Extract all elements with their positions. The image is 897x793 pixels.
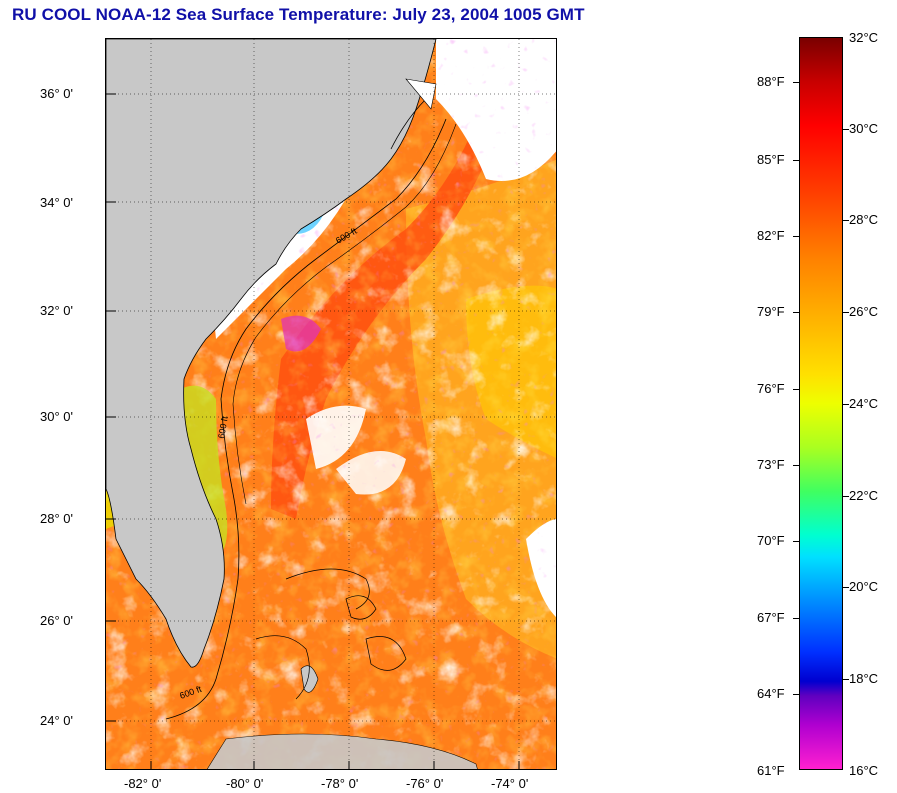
latitude-label: 36° 0' (40, 86, 73, 101)
colorbar-tick (793, 389, 799, 390)
colorbar-tick (843, 404, 849, 405)
longitude-label: -82° 0' (124, 776, 162, 791)
latitude-label: 26° 0' (40, 613, 73, 628)
isobath-label: 600 ft (216, 415, 230, 439)
coastal-cool-water (181, 385, 228, 559)
fahrenheit-label: 76°F (757, 381, 785, 396)
graticule (106, 39, 556, 769)
colorbar-tick (793, 618, 799, 619)
celsius-label: 18°C (849, 671, 879, 686)
colorbar-tick (843, 220, 849, 221)
fahrenheit-label: 73°F (757, 457, 785, 472)
longitude-label: -74° 0' (491, 776, 529, 791)
colorbar-tick (793, 160, 799, 161)
fahrenheit-label: 61°F (757, 763, 785, 778)
fahrenheit-label: 82°F (757, 228, 785, 243)
map-title: RU COOL NOAA-12 Sea Surface Temperature:… (12, 5, 585, 24)
sst-map-canvas: 600 ft 600 ft 600 ft (106, 39, 556, 769)
land-southeast-us (106, 39, 437, 668)
longitude-label: -76° 0' (406, 776, 444, 791)
latitude-label: 30° 0' (40, 409, 73, 424)
colorbar-tick (793, 694, 799, 695)
colorbar-tick (843, 129, 849, 130)
latitude-label: 28° 0' (40, 511, 73, 526)
celsius-label: 26°C (849, 304, 879, 319)
colorbar-tick (843, 587, 849, 588)
celsius-label: 28°C (849, 212, 879, 227)
fahrenheit-label: 64°F (757, 686, 785, 701)
latitude-label: 32° 0' (40, 303, 73, 318)
celsius-label: 20°C (849, 579, 879, 594)
fahrenheit-label: 79°F (757, 304, 785, 319)
temperature-colorbar (799, 37, 843, 770)
fahrenheit-label: 88°F (757, 74, 785, 89)
celsius-label: 32°C (849, 30, 879, 45)
land-cuba (206, 733, 478, 769)
colorbar-tick (843, 312, 849, 313)
longitude-label: -80° 0' (226, 776, 264, 791)
sst-map[interactable]: 600 ft 600 ft 600 ft (105, 38, 557, 770)
fahrenheit-label: 70°F (757, 533, 785, 548)
celsius-label: 22°C (849, 488, 879, 503)
latitude-label: 34° 0' (40, 195, 73, 210)
colorbar-tick (843, 496, 849, 497)
celsius-label: 30°C (849, 121, 879, 136)
colorbar-tick (843, 679, 849, 680)
celsius-label: 24°C (849, 396, 879, 411)
colorbar-tick (793, 465, 799, 466)
colorbar-tick (793, 82, 799, 83)
colorbar-tick (793, 236, 799, 237)
fahrenheit-label: 85°F (757, 152, 785, 167)
longitude-label: -78° 0' (321, 776, 359, 791)
colorbar-tick (793, 541, 799, 542)
colorbar-tick (793, 312, 799, 313)
fahrenheit-label: 67°F (757, 610, 785, 625)
latitude-label: 24° 0' (40, 713, 73, 728)
isobath-contour (165, 118, 447, 720)
celsius-label: 16°C (849, 763, 879, 778)
